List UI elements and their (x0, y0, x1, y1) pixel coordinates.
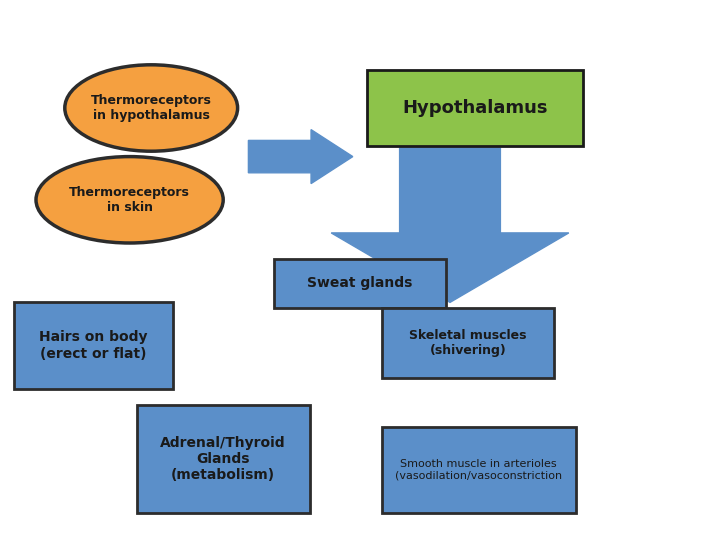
Text: Sweat glands: Sweat glands (307, 276, 413, 291)
Text: Adrenal/Thyroid
Glands
(metabolism): Adrenal/Thyroid Glands (metabolism) (161, 436, 286, 482)
Text: Thermoreceptors
in hypothalamus: Thermoreceptors in hypothalamus (91, 94, 212, 122)
Text: Smooth muscle in arterioles
(vasodilation/vasoconstriction: Smooth muscle in arterioles (vasodilatio… (395, 459, 562, 481)
FancyBboxPatch shape (14, 302, 173, 389)
Polygon shape (331, 148, 569, 302)
Text: Hairs on body
(erect or flat): Hairs on body (erect or flat) (40, 330, 148, 361)
Ellipse shape (36, 157, 223, 243)
Ellipse shape (65, 65, 238, 151)
FancyBboxPatch shape (382, 427, 576, 513)
FancyBboxPatch shape (137, 405, 310, 513)
FancyBboxPatch shape (367, 70, 583, 146)
Text: Hypothalamus: Hypothalamus (402, 99, 548, 117)
Text: Skeletal muscles
(shivering): Skeletal muscles (shivering) (409, 329, 527, 357)
Text: Thermoreceptors
in skin: Thermoreceptors in skin (69, 186, 190, 214)
FancyBboxPatch shape (274, 259, 446, 308)
FancyBboxPatch shape (382, 308, 554, 378)
Polygon shape (248, 130, 353, 184)
